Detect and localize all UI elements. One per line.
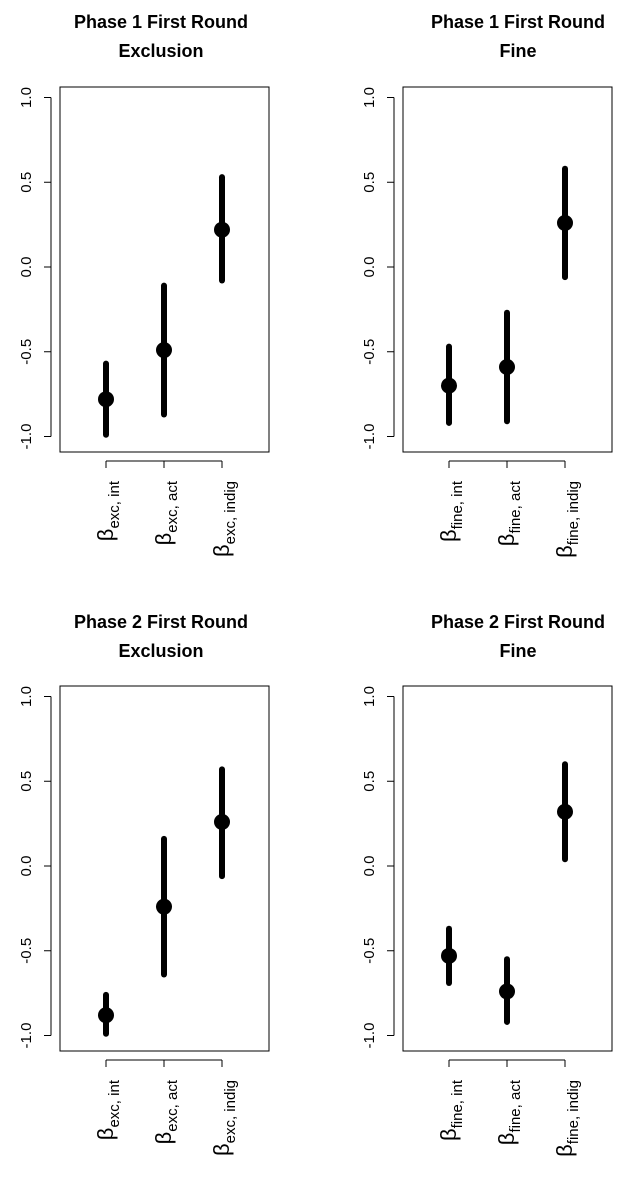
x-category-label: βfine, int [436, 480, 466, 542]
y-tick-label: -0.5 [18, 938, 35, 964]
y-tick-label: 0.0 [18, 856, 35, 877]
point-estimate [441, 377, 457, 394]
chart-panel-3: Phase 2 First Round Exclusion -1.0 -0.5 0.0 0… [18, 612, 270, 1156]
x-category-label: βfine, act [494, 1079, 524, 1145]
category-greek: β [494, 534, 519, 547]
plot-frame [59, 86, 270, 453]
category-subscript: exc, int [106, 1079, 123, 1127]
point-estimate [557, 214, 573, 231]
y-tick-label: 0.0 [361, 257, 378, 278]
point-estimate [156, 898, 172, 915]
category-greek: β [209, 544, 234, 557]
category-greek: β [209, 1143, 234, 1156]
chart-title-line: Exclusion [118, 641, 203, 661]
y-tick-label: -1.0 [18, 1023, 35, 1049]
point-estimate [214, 813, 230, 830]
point-estimate [499, 359, 515, 376]
point-estimate [156, 342, 172, 359]
x-category-label: βfine, indig [552, 481, 582, 558]
category-subscript: exc, indig [222, 1080, 239, 1143]
x-category-label: βfine, int [436, 1079, 466, 1141]
point-estimate [557, 803, 573, 820]
category-greek: β [93, 529, 118, 542]
y-tick-label: 0.5 [361, 172, 378, 193]
x-category-label: βexc, indig [209, 1080, 239, 1156]
chart-panel-4: Phase 2 First Round Fine -1.0 -0.5 0.0 0.5 1.0… [361, 612, 613, 1157]
chart-title-line: Fine [499, 641, 536, 661]
category-subscript: exc, indig [222, 481, 239, 544]
y-tick-label: 0.0 [18, 257, 35, 278]
plot-frame [402, 86, 613, 453]
category-greek: β [552, 1144, 577, 1157]
category-subscript: fine, indig [565, 1080, 582, 1144]
y-tick-label: 1.0 [361, 87, 378, 108]
category-subscript: exc, act [164, 480, 181, 533]
y-tick-label: -1.0 [361, 1023, 378, 1049]
category-subscript: exc, act [164, 1079, 181, 1132]
category-greek: β [151, 1132, 176, 1145]
chart-title-line: Fine [499, 41, 536, 61]
x-category-label: βfine, indig [552, 1080, 582, 1157]
y-tick-label: -0.5 [361, 938, 378, 964]
category-greek: β [436, 1128, 461, 1141]
category-greek: β [93, 1128, 118, 1141]
chart-title-line: Phase 2 First Round [74, 612, 248, 632]
x-category-label: βexc, indig [209, 481, 239, 557]
x-category-label: βexc, act [151, 480, 181, 545]
point-estimate [499, 983, 515, 1000]
category-greek: β [494, 1133, 519, 1146]
point-estimate [214, 221, 230, 238]
point-estimate [98, 391, 114, 408]
chart-title-line: Phase 2 First Round [431, 612, 605, 632]
point-estimate [98, 1007, 114, 1024]
category-subscript: fine, act [507, 480, 524, 533]
category-subscript: fine, act [507, 1079, 524, 1132]
chart-panel-2: Phase 1 First Round Fine -1.0 -0.5 0.0 0.5 1.0… [361, 12, 613, 558]
category-greek: β [151, 533, 176, 546]
point-estimate [441, 947, 457, 964]
chart-title-line: Exclusion [118, 41, 203, 61]
x-category-label: βexc, act [151, 1079, 181, 1144]
chart-panel-1: Phase 1 First Round Exclusion -1.0 -0.5 0.0 0… [18, 12, 270, 557]
plot-frame [59, 685, 270, 1052]
y-tick-label: -0.5 [361, 339, 378, 365]
y-tick-label: -0.5 [18, 339, 35, 365]
y-tick-label: -1.0 [361, 424, 378, 450]
category-subscript: exc, int [106, 480, 123, 528]
category-greek: β [552, 545, 577, 558]
y-tick-label: 0.5 [18, 771, 35, 792]
category-subscript: fine, int [449, 1079, 466, 1128]
plot-frame [402, 685, 613, 1052]
x-category-label: βfine, act [494, 480, 524, 546]
chart-title-line: Phase 1 First Round [74, 12, 248, 32]
x-category-label: βexc, int [93, 1079, 123, 1140]
y-tick-label: 1.0 [18, 87, 35, 108]
category-subscript: fine, indig [565, 481, 582, 545]
chart-title-line: Phase 1 First Round [431, 12, 605, 32]
y-tick-label: 0.5 [18, 172, 35, 193]
y-tick-label: -1.0 [18, 424, 35, 450]
y-tick-label: 1.0 [18, 686, 35, 707]
x-category-label: βexc, int [93, 480, 123, 541]
y-tick-label: 1.0 [361, 686, 378, 707]
y-tick-label: 0.0 [361, 856, 378, 877]
category-greek: β [436, 529, 461, 542]
category-subscript: fine, int [449, 480, 466, 529]
y-tick-label: 0.5 [361, 771, 378, 792]
